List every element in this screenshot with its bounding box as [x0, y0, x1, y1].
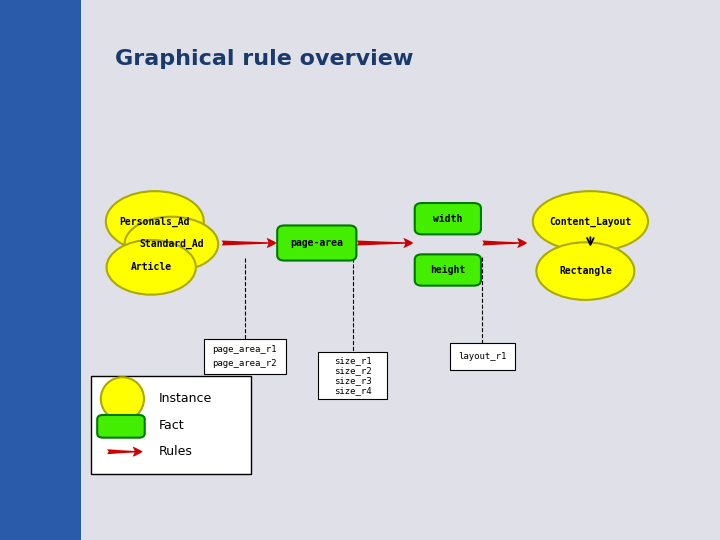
Text: size_r1: size_r1 — [334, 356, 372, 364]
Text: page-area: page-area — [290, 238, 343, 248]
Text: Fact: Fact — [158, 418, 184, 432]
Text: page_area_r1: page_area_r1 — [212, 345, 277, 354]
Ellipse shape — [125, 217, 218, 272]
Text: Content_Layout: Content_Layout — [549, 217, 631, 226]
Text: size_r2: size_r2 — [334, 366, 372, 375]
FancyBboxPatch shape — [97, 415, 145, 437]
Text: size_r4: size_r4 — [334, 386, 372, 395]
Ellipse shape — [106, 191, 204, 252]
Text: layout_r1: layout_r1 — [458, 352, 507, 361]
Ellipse shape — [533, 191, 648, 252]
Ellipse shape — [536, 242, 634, 300]
FancyBboxPatch shape — [0, 0, 81, 540]
FancyBboxPatch shape — [91, 376, 251, 474]
Text: Graphical rule overview: Graphical rule overview — [115, 49, 413, 70]
Text: width: width — [433, 214, 462, 224]
FancyBboxPatch shape — [204, 339, 286, 374]
Text: page_area_r2: page_area_r2 — [212, 359, 277, 368]
Text: size_r3: size_r3 — [334, 376, 372, 385]
Text: height: height — [431, 265, 465, 275]
Text: Personals_Ad: Personals_Ad — [120, 217, 190, 226]
Ellipse shape — [101, 377, 144, 420]
FancyBboxPatch shape — [449, 342, 516, 370]
FancyBboxPatch shape — [415, 254, 481, 286]
Text: Article: Article — [130, 262, 172, 272]
Text: Rules: Rules — [158, 445, 192, 458]
Text: Rectangle: Rectangle — [559, 266, 612, 276]
FancyBboxPatch shape — [277, 226, 356, 260]
FancyBboxPatch shape — [318, 352, 387, 399]
Ellipse shape — [107, 240, 196, 295]
FancyBboxPatch shape — [415, 203, 481, 234]
Text: Standard_Ad: Standard_Ad — [139, 239, 204, 249]
Text: Instance: Instance — [158, 392, 212, 406]
